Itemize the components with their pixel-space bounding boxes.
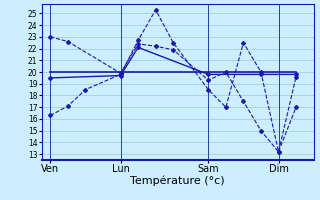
X-axis label: Température (°c): Température (°c) (130, 176, 225, 186)
